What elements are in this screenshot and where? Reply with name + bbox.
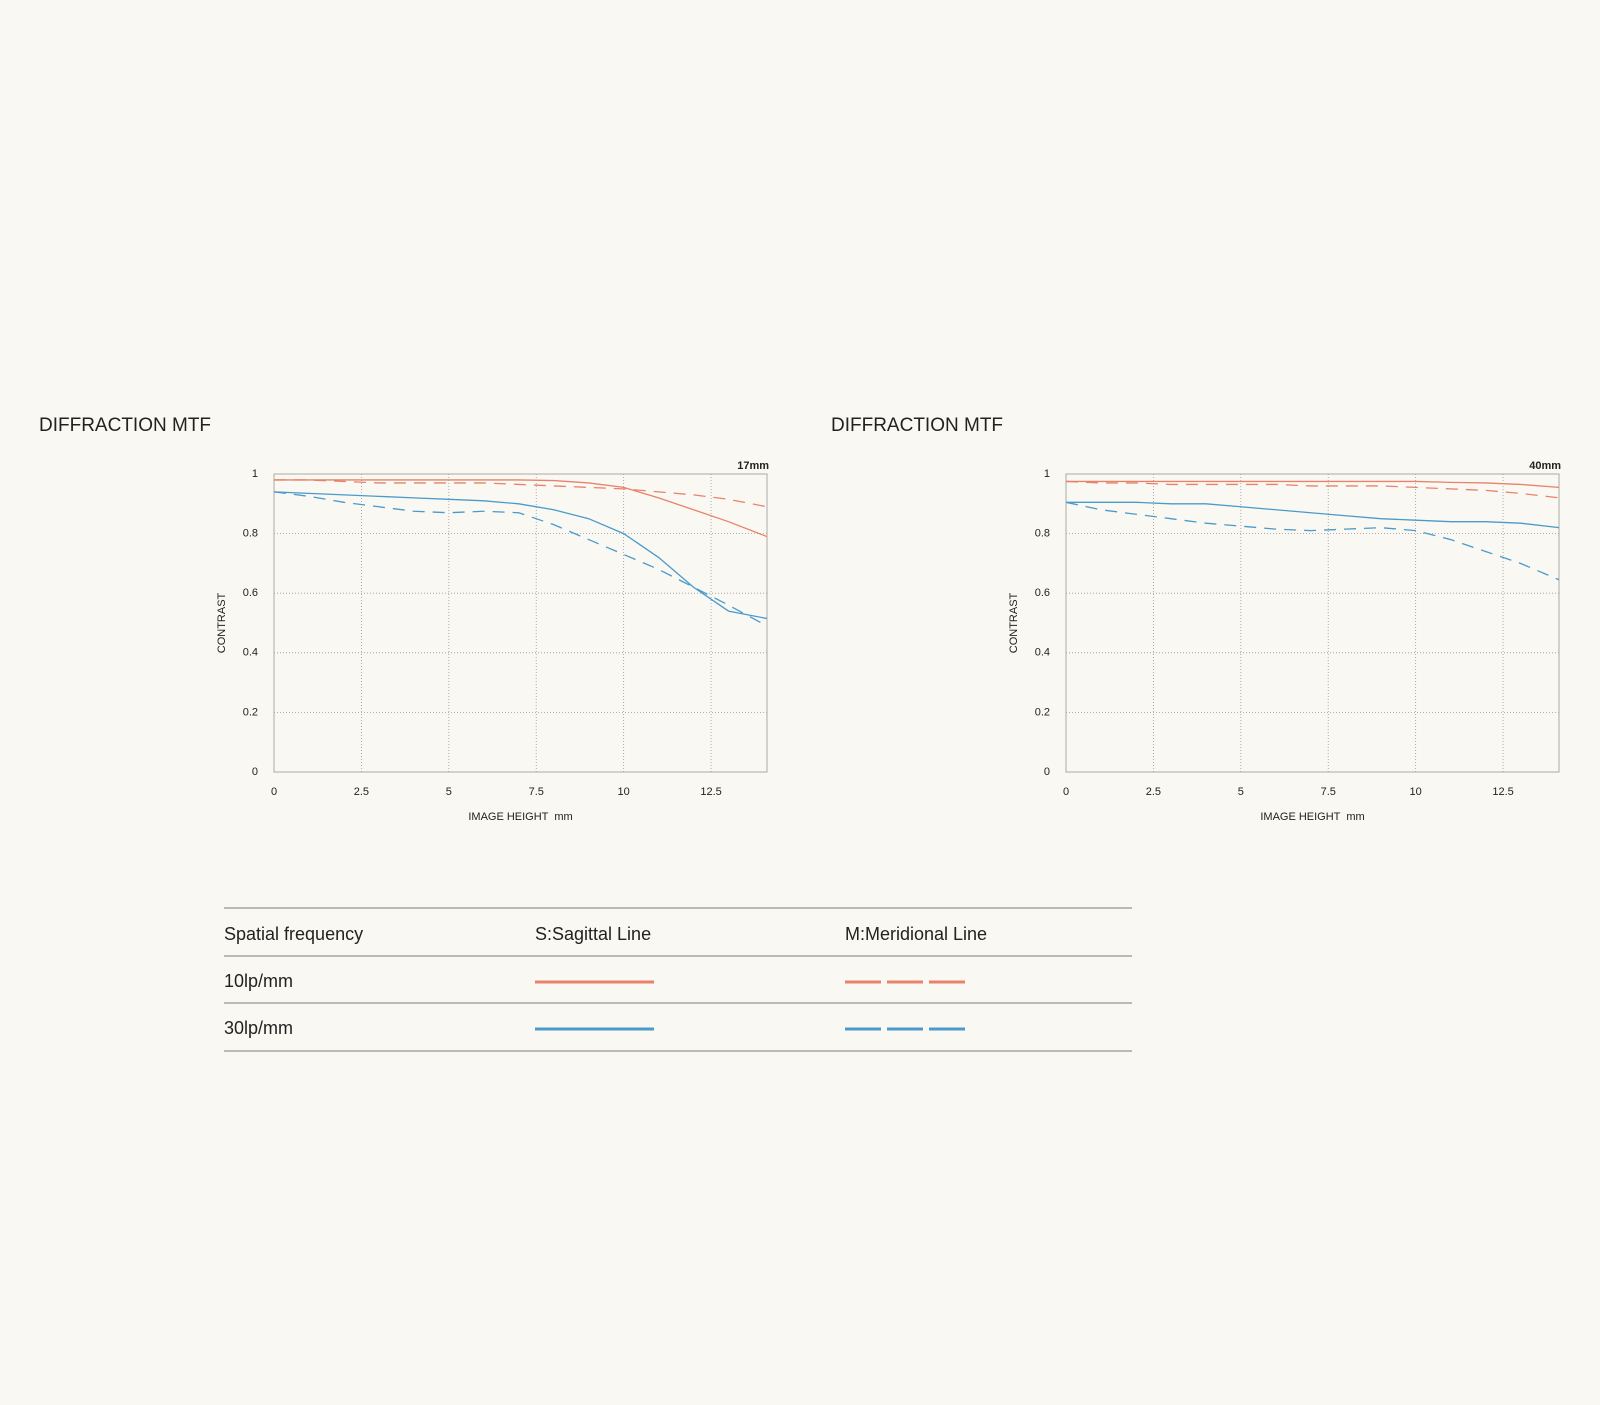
y-axis-label: CONTRAST <box>216 592 228 653</box>
y-tick-label: 0.8 <box>243 528 258 540</box>
y-tick-label: 0.4 <box>1035 647 1050 659</box>
y-tick-label: 0.2 <box>243 706 258 718</box>
y-tick-label: 0.4 <box>243 647 258 659</box>
table-header: Spatial frequency <box>224 924 363 944</box>
corner-label: 40mm <box>1529 460 1561 472</box>
table-cell: 30lp/mm <box>224 1018 293 1038</box>
mtf-line <box>1065 501 1560 581</box>
mtf-line <box>274 479 768 538</box>
chart-title: DIFFRACTION MTF <box>39 415 211 436</box>
y-axis-label: CONTRAST <box>1008 592 1020 653</box>
x-axis-label: IMAGE HEIGHT mm <box>1260 811 1364 823</box>
y-tick-label: 0 <box>1044 766 1050 778</box>
x-tick-label: 7.5 <box>529 786 544 798</box>
y-tick-label: 0.6 <box>1035 587 1050 599</box>
y-tick-label: 0 <box>252 766 258 778</box>
table-cell: 10lp/mm <box>224 971 293 991</box>
y-tick-label: 1 <box>252 468 258 480</box>
x-tick-label: 5 <box>1238 786 1244 798</box>
plot-frame <box>1065 473 1560 773</box>
x-tick-label: 5 <box>446 786 452 798</box>
mtf-line <box>273 491 768 627</box>
x-tick-label: 2.5 <box>1146 786 1161 798</box>
y-tick-label: 0.2 <box>1035 706 1050 718</box>
x-tick-label: 0 <box>1063 786 1069 798</box>
x-tick-label: 10 <box>618 786 630 798</box>
table-header: M:Meridional Line <box>845 924 987 944</box>
y-tick-label: 1 <box>1044 468 1050 480</box>
x-tick-label: 2.5 <box>354 786 369 798</box>
x-tick-label: 7.5 <box>1321 786 1336 798</box>
mtf-line <box>1066 480 1560 489</box>
x-tick-label: 10 <box>1410 786 1422 798</box>
table-header: S:Sagittal Line <box>535 924 651 944</box>
x-tick-label: 0 <box>271 786 277 798</box>
mtf-line <box>1065 480 1560 499</box>
x-tick-label: 12.5 <box>700 786 721 798</box>
plot-frame <box>273 473 768 773</box>
y-tick-label: 0.6 <box>243 587 258 599</box>
corner-label: 17mm <box>737 460 769 472</box>
y-tick-label: 0.8 <box>1035 528 1050 540</box>
mtf-line <box>274 479 768 508</box>
mtf-line <box>1066 501 1560 529</box>
x-tick-label: 12.5 <box>1492 786 1513 798</box>
mtf-line <box>273 491 768 620</box>
x-axis-label: IMAGE HEIGHT mm <box>468 811 572 823</box>
chart-title: DIFFRACTION MTF <box>831 415 1003 436</box>
